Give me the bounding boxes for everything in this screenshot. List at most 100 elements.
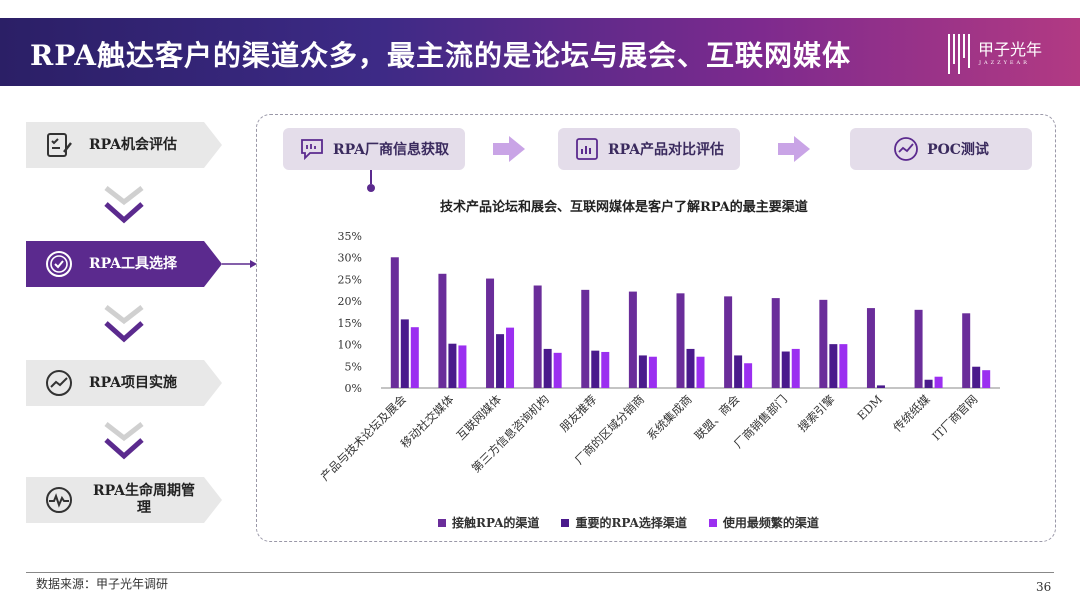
bar-3 <box>839 344 848 388</box>
bar-2 <box>448 343 457 388</box>
flow-product-comparison: RPA产品对比评估 <box>558 128 740 170</box>
x-tick-label: 产品与技术论坛及展会 <box>318 392 410 484</box>
bar-1 <box>486 278 495 388</box>
bar-1 <box>866 308 875 388</box>
header-banner: RPA触达客户的渠道众多，最主流的是论坛与展会、互联网媒体 甲子光年 JAZZY… <box>0 18 1080 86</box>
heartbeat-icon <box>43 484 75 516</box>
bar-1 <box>914 309 923 388</box>
step-label: RPA机会评估 <box>89 136 178 153</box>
bar-2 <box>781 351 790 388</box>
bar-3 <box>601 351 610 388</box>
bar-1 <box>438 273 447 388</box>
bar-1 <box>533 285 542 388</box>
legend-label: 接触RPA的渠道 <box>452 516 540 530</box>
footer-divider <box>26 572 1054 573</box>
bar-report-icon <box>574 136 600 162</box>
checklist-edit-icon <box>43 129 75 161</box>
bar-1 <box>962 313 971 388</box>
x-tick-label: EDM <box>854 392 885 423</box>
bar-2 <box>972 366 981 388</box>
step-label: RPA工具选择 <box>89 255 178 272</box>
x-tick-label: 互联网媒体 <box>454 392 505 443</box>
chart-title: 技术产品论坛和展会、互联网媒体是客户了解RPA的最主要渠道 <box>440 200 808 215</box>
x-tick-label: 联盟、商会 <box>692 392 743 443</box>
bar-1 <box>724 296 733 388</box>
brand-logo: 甲子光年 JAZZYEAR <box>948 34 1058 74</box>
bar-3 <box>934 376 943 388</box>
bar-3 <box>648 356 657 388</box>
bar-3 <box>696 356 705 388</box>
flow-label: RPA厂商信息获取 <box>332 142 449 158</box>
legend-item: 接触RPA的渠道 <box>438 514 539 531</box>
bar-3 <box>744 363 753 388</box>
y-tick-label: 25% <box>338 273 362 286</box>
chart-legend: 接触RPA的渠道 重要的RPA选择渠道 使用最频繁的渠道 <box>438 514 841 531</box>
chevron-down-icon <box>104 422 144 460</box>
step-label: RPA生命周期管理 <box>92 483 195 516</box>
bar-2 <box>924 379 933 388</box>
bar-2 <box>543 348 552 388</box>
channel-panel <box>256 114 1056 542</box>
legend-item: 使用最频繁的渠道 <box>708 514 819 531</box>
step-tool-selection: RPA工具选择 <box>26 241 222 287</box>
arrow-right-icon <box>778 136 810 162</box>
step-project-implementation: RPA项目实施 <box>26 360 222 406</box>
bar-1 <box>676 293 685 388</box>
page-number: 36 <box>1036 580 1052 594</box>
bar-2 <box>829 344 838 388</box>
flow-label: POC测试 <box>927 142 989 158</box>
y-tick-label: 20% <box>338 295 362 308</box>
trend-circle-icon <box>893 136 919 162</box>
bar-2 <box>496 334 505 388</box>
flow-poc-test: POC测试 <box>850 128 1032 170</box>
y-tick-label: 30% <box>338 252 362 265</box>
step-lifecycle-management: RPA生命周期管理 <box>26 477 222 523</box>
x-tick-label: 传统纸媒 <box>890 392 933 435</box>
flow-label: RPA产品对比评估 <box>607 142 724 158</box>
y-tick-label: 5% <box>345 360 362 373</box>
bar-2 <box>734 355 743 388</box>
x-tick-label: 朋友推荐 <box>557 392 599 434</box>
bar-2 <box>591 350 600 388</box>
legend-label: 使用最频繁的渠道 <box>722 516 819 530</box>
bar-1 <box>819 299 828 388</box>
bar-1 <box>581 289 590 388</box>
y-tick-label: 15% <box>338 317 362 330</box>
trend-line-icon <box>43 367 75 399</box>
bar-1 <box>628 291 637 388</box>
bar-3 <box>982 370 991 388</box>
chat-list-icon <box>299 136 325 162</box>
page-title: RPA触达客户的渠道众多，最主流的是论坛与展会、互联网媒体 <box>30 39 852 72</box>
legend-label: 重要的RPA选择渠道 <box>575 516 687 530</box>
x-tick-label: IT厂商官网 <box>929 392 980 443</box>
data-source: 数据来源：甲子光年调研 <box>36 577 169 591</box>
bar-2 <box>686 348 695 388</box>
logo-text: 甲子光年 <box>978 40 1043 59</box>
logo-subtext: JAZZYEAR <box>979 60 1030 66</box>
y-tick-label: 35% <box>338 230 362 243</box>
bar-1 <box>390 257 399 388</box>
legend-item: 重要的RPA选择渠道 <box>561 514 687 531</box>
bar-3 <box>791 348 800 388</box>
arrow-right-icon <box>493 136 525 162</box>
check-circle-icon <box>43 248 75 280</box>
bar-2 <box>400 319 409 388</box>
flow-vendor-info: RPA厂商信息获取 <box>283 128 465 170</box>
bar-3 <box>410 327 419 388</box>
bar-3 <box>553 352 562 388</box>
bar-2 <box>876 385 885 388</box>
y-tick-label: 0% <box>345 382 362 395</box>
bar-3 <box>506 327 515 388</box>
chevron-down-icon <box>104 305 144 343</box>
logo-mark-icon <box>948 34 970 74</box>
y-tick-label: 10% <box>338 339 362 352</box>
step-opportunity-assessment: RPA机会评估 <box>26 122 222 168</box>
bar-2 <box>638 355 647 388</box>
bar-1 <box>771 298 780 388</box>
bar-3 <box>458 345 467 388</box>
x-tick-label: 系统集成商 <box>644 392 695 443</box>
step-label: RPA项目实施 <box>89 374 178 391</box>
x-tick-label: 搜索引擎 <box>795 392 838 435</box>
